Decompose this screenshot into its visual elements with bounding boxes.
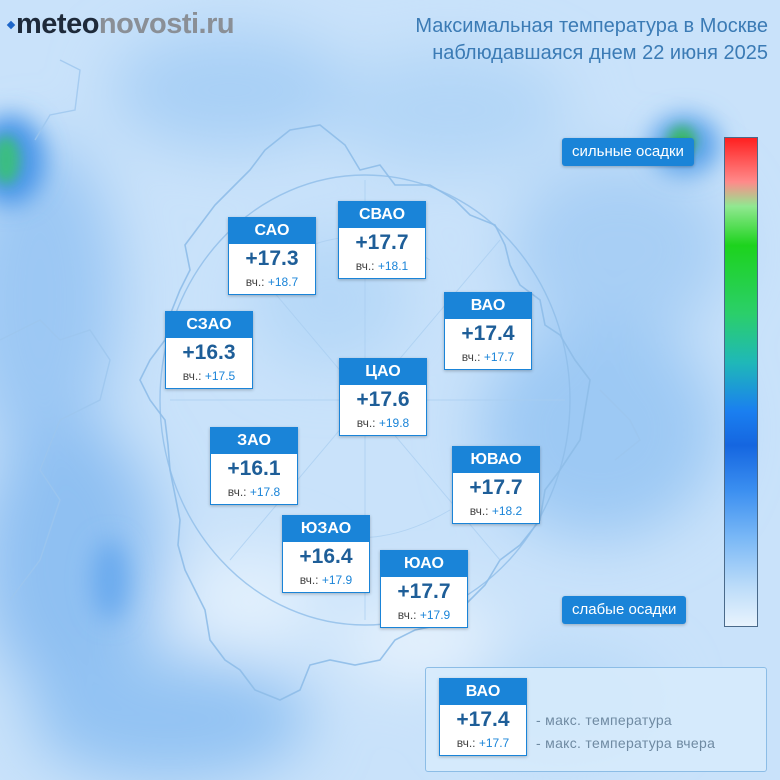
scale-label-heavy: сильные осадки (562, 138, 694, 166)
yesterday-prefix: вч.: (355, 259, 375, 273)
district-temp: +16.1 (227, 457, 281, 480)
scale-label-light: слабые осадки (562, 596, 687, 624)
district-temp: +17.7 (397, 580, 451, 603)
yesterday-value: +19.8 (378, 416, 410, 430)
district-card-cao: ЦАО +17.6 вч.: +19.8 (339, 358, 427, 436)
yesterday-prefix: вч.: (456, 736, 476, 750)
district-card-sao: САО +17.3 вч.: +18.7 (228, 217, 316, 295)
yesterday-value: +17.9 (321, 573, 353, 587)
yesterday-prefix: вч.: (356, 416, 376, 430)
yesterday-prefix: вч.: (397, 608, 417, 622)
yesterday-value: +17.8 (249, 485, 281, 499)
district-yesterday: вч.: +17.7 (445, 348, 531, 369)
yesterday-prefix: вч.: (245, 275, 265, 289)
district-card-yuvao: ЮВАО +17.7 вч.: +18.2 (452, 446, 540, 524)
district-temp: +17.4 (461, 322, 515, 345)
district-yesterday: вч.: +17.8 (211, 483, 297, 504)
district-yesterday: вч.: +19.8 (340, 414, 426, 435)
district-name: ЮАО (381, 551, 467, 577)
district-card-zao: ЗАО +16.1 вч.: +17.8 (210, 427, 298, 505)
yesterday-value: +18.1 (377, 259, 409, 273)
logo: meteonovosti.ru (8, 8, 235, 41)
legend-sample-card: ВАО +17.4 вч.: +17.7 (439, 678, 527, 756)
district-name: ЗАО (211, 428, 297, 454)
district-name: САО (229, 218, 315, 244)
district-temp: +17.4 (456, 708, 510, 731)
yesterday-value: +17.7 (483, 350, 515, 364)
district-name: СВАО (339, 202, 425, 228)
district-name: ЦАО (340, 359, 426, 385)
district-name: ВАО (440, 679, 526, 705)
title-line-2: наблюдавшаяся днем 22 июня 2025 (432, 42, 768, 64)
yesterday-prefix: вч.: (182, 369, 202, 383)
district-temp: +17.7 (469, 476, 523, 499)
logo-text-dark: meteo (16, 8, 99, 40)
yesterday-value: +17.7 (478, 736, 510, 750)
district-yesterday: вч.: +17.9 (283, 571, 369, 592)
district-card-vao: ВАО +17.4 вч.: +17.7 (444, 292, 532, 370)
district-yesterday: вч.: +17.5 (166, 367, 252, 388)
district-name: ЮВАО (453, 447, 539, 473)
page-title: Максимальная температура в Москве наблюд… (415, 13, 768, 67)
district-card-yuao: ЮАО +17.7 вч.: +17.9 (380, 550, 468, 628)
legend-box: ВАО +17.4 вч.: +17.7 - макс. температура… (425, 667, 767, 772)
logo-mark-icon (8, 22, 14, 28)
district-name: ВАО (445, 293, 531, 319)
yesterday-value: +18.7 (267, 275, 299, 289)
yesterday-prefix: вч.: (461, 350, 481, 364)
district-name: ЮЗАО (283, 516, 369, 542)
district-yesterday: вч.: +18.7 (229, 273, 315, 294)
yesterday-value: +17.9 (419, 608, 451, 622)
district-temp: +17.7 (355, 231, 409, 254)
yesterday-value: +18.2 (491, 504, 523, 518)
district-card-szao: СЗАО +16.3 вч.: +17.5 (165, 311, 253, 389)
district-yesterday: вч.: +18.1 (339, 257, 425, 278)
district-card-svao: СВАО +17.7 вч.: +18.1 (338, 201, 426, 279)
district-temp: +17.6 (356, 388, 410, 411)
district-yesterday: вч.: +18.2 (453, 502, 539, 523)
district-temp: +16.3 (182, 341, 236, 364)
district-card-yuzao: ЮЗАО +16.4 вч.: +17.9 (282, 515, 370, 593)
logo-text-light: novosti.ru (98, 8, 235, 40)
district-temp: +16.4 (299, 545, 353, 568)
title-line-1: Максимальная температура в Москве (415, 15, 768, 37)
district-temp: +17.3 (245, 247, 299, 270)
legend-text-max-temp: - макс. температура (536, 712, 673, 728)
yesterday-prefix: вч.: (299, 573, 319, 587)
legend-text-max-temp-yesterday: - макс. температура вчера (536, 735, 716, 751)
precipitation-scale-bar (724, 137, 758, 627)
yesterday-value: +17.5 (204, 369, 236, 383)
district-name: СЗАО (166, 312, 252, 338)
district-yesterday: вч.: +17.7 (440, 734, 526, 755)
yesterday-prefix: вч.: (469, 504, 489, 518)
yesterday-prefix: вч.: (227, 485, 247, 499)
district-yesterday: вч.: +17.9 (381, 606, 467, 627)
